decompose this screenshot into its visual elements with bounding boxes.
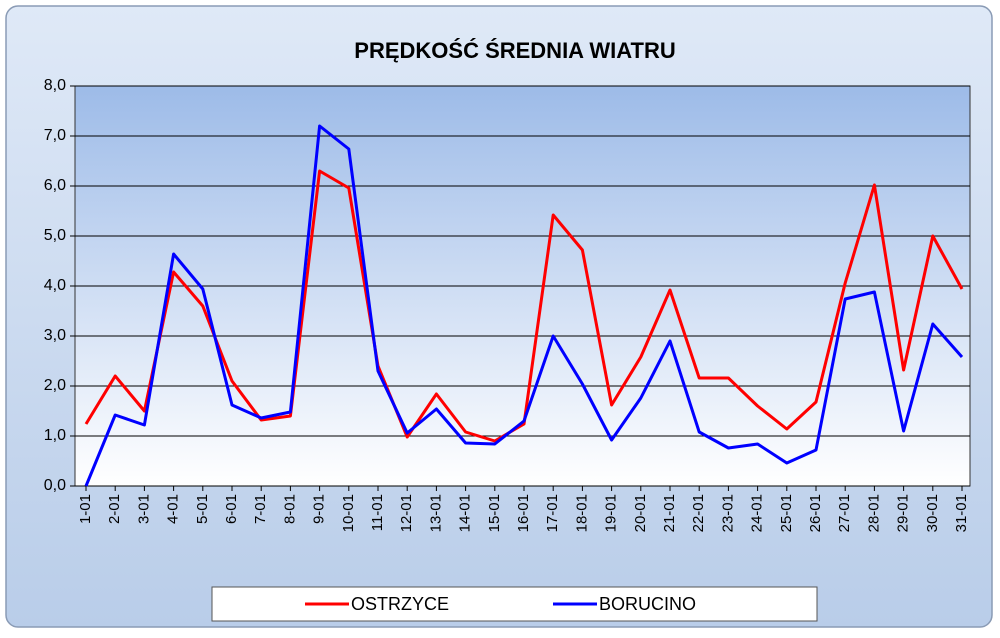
y-tick-label: 0,0 bbox=[44, 477, 66, 494]
x-tick-label: 4-01 bbox=[165, 494, 182, 524]
x-tick-label: 16-01 bbox=[515, 494, 532, 532]
y-tick-label: 4,0 bbox=[44, 277, 66, 294]
x-tick-label: 24-01 bbox=[749, 494, 766, 532]
x-tick-label: 23-01 bbox=[719, 494, 736, 532]
x-tick-label: 19-01 bbox=[603, 494, 620, 532]
x-tick-label: 18-01 bbox=[573, 494, 590, 532]
legend-items: OSTRZYCE BORUCINO bbox=[305, 594, 696, 614]
x-tick-label: 21-01 bbox=[661, 494, 678, 532]
legend-label: BORUCINO bbox=[599, 594, 696, 614]
x-tick-label: 15-01 bbox=[486, 494, 503, 532]
x-tick-label: 27-01 bbox=[836, 494, 853, 532]
x-tick-label: 30-01 bbox=[924, 494, 941, 532]
x-tick-label: 17-01 bbox=[544, 494, 561, 532]
y-tick-label: 6,0 bbox=[44, 177, 66, 194]
x-tick-label: 31-01 bbox=[953, 494, 970, 532]
x-tick-label: 12-01 bbox=[398, 494, 415, 532]
y-tick-label: 5,0 bbox=[44, 227, 66, 244]
x-tick-label: 8-01 bbox=[281, 494, 298, 524]
y-tick-label: 2,0 bbox=[44, 377, 66, 394]
x-tick-label: 1-01 bbox=[77, 494, 94, 524]
x-tick-label: 26-01 bbox=[807, 494, 824, 532]
x-tick-label: 9-01 bbox=[311, 494, 328, 524]
x-tick-label: 3-01 bbox=[135, 494, 152, 524]
chart-title: PRĘDKOŚĆ ŚREDNIA WIATRU bbox=[354, 38, 675, 63]
y-tick-label: 8,0 bbox=[44, 77, 66, 94]
x-tick-label: 13-01 bbox=[427, 494, 444, 532]
series-line bbox=[84, 169, 964, 443]
y-tick-label: 1,0 bbox=[44, 427, 66, 444]
y-tick-label: 7,0 bbox=[44, 127, 66, 144]
legend-label: OSTRZYCE bbox=[351, 594, 449, 614]
x-tick-label: 29-01 bbox=[895, 494, 912, 532]
series-line bbox=[84, 124, 964, 487]
x-tick-label: 6-01 bbox=[223, 494, 240, 524]
x-tick-label: 14-01 bbox=[457, 494, 474, 532]
legend bbox=[211, 586, 818, 622]
x-tick-label: 28-01 bbox=[865, 494, 882, 532]
y-tick-label: 3,0 bbox=[44, 327, 66, 344]
x-tick-label: 2-01 bbox=[106, 494, 123, 524]
x-tick-label: 7-01 bbox=[252, 494, 269, 524]
x-tick-label: 22-01 bbox=[690, 494, 707, 532]
x-tick-label: 11-01 bbox=[369, 494, 386, 531]
x-tick-label: 20-01 bbox=[632, 494, 649, 532]
x-tick-label: 10-01 bbox=[340, 494, 357, 532]
x-tick-label: 25-01 bbox=[778, 494, 795, 532]
x-tick-label: 5-01 bbox=[194, 494, 211, 524]
